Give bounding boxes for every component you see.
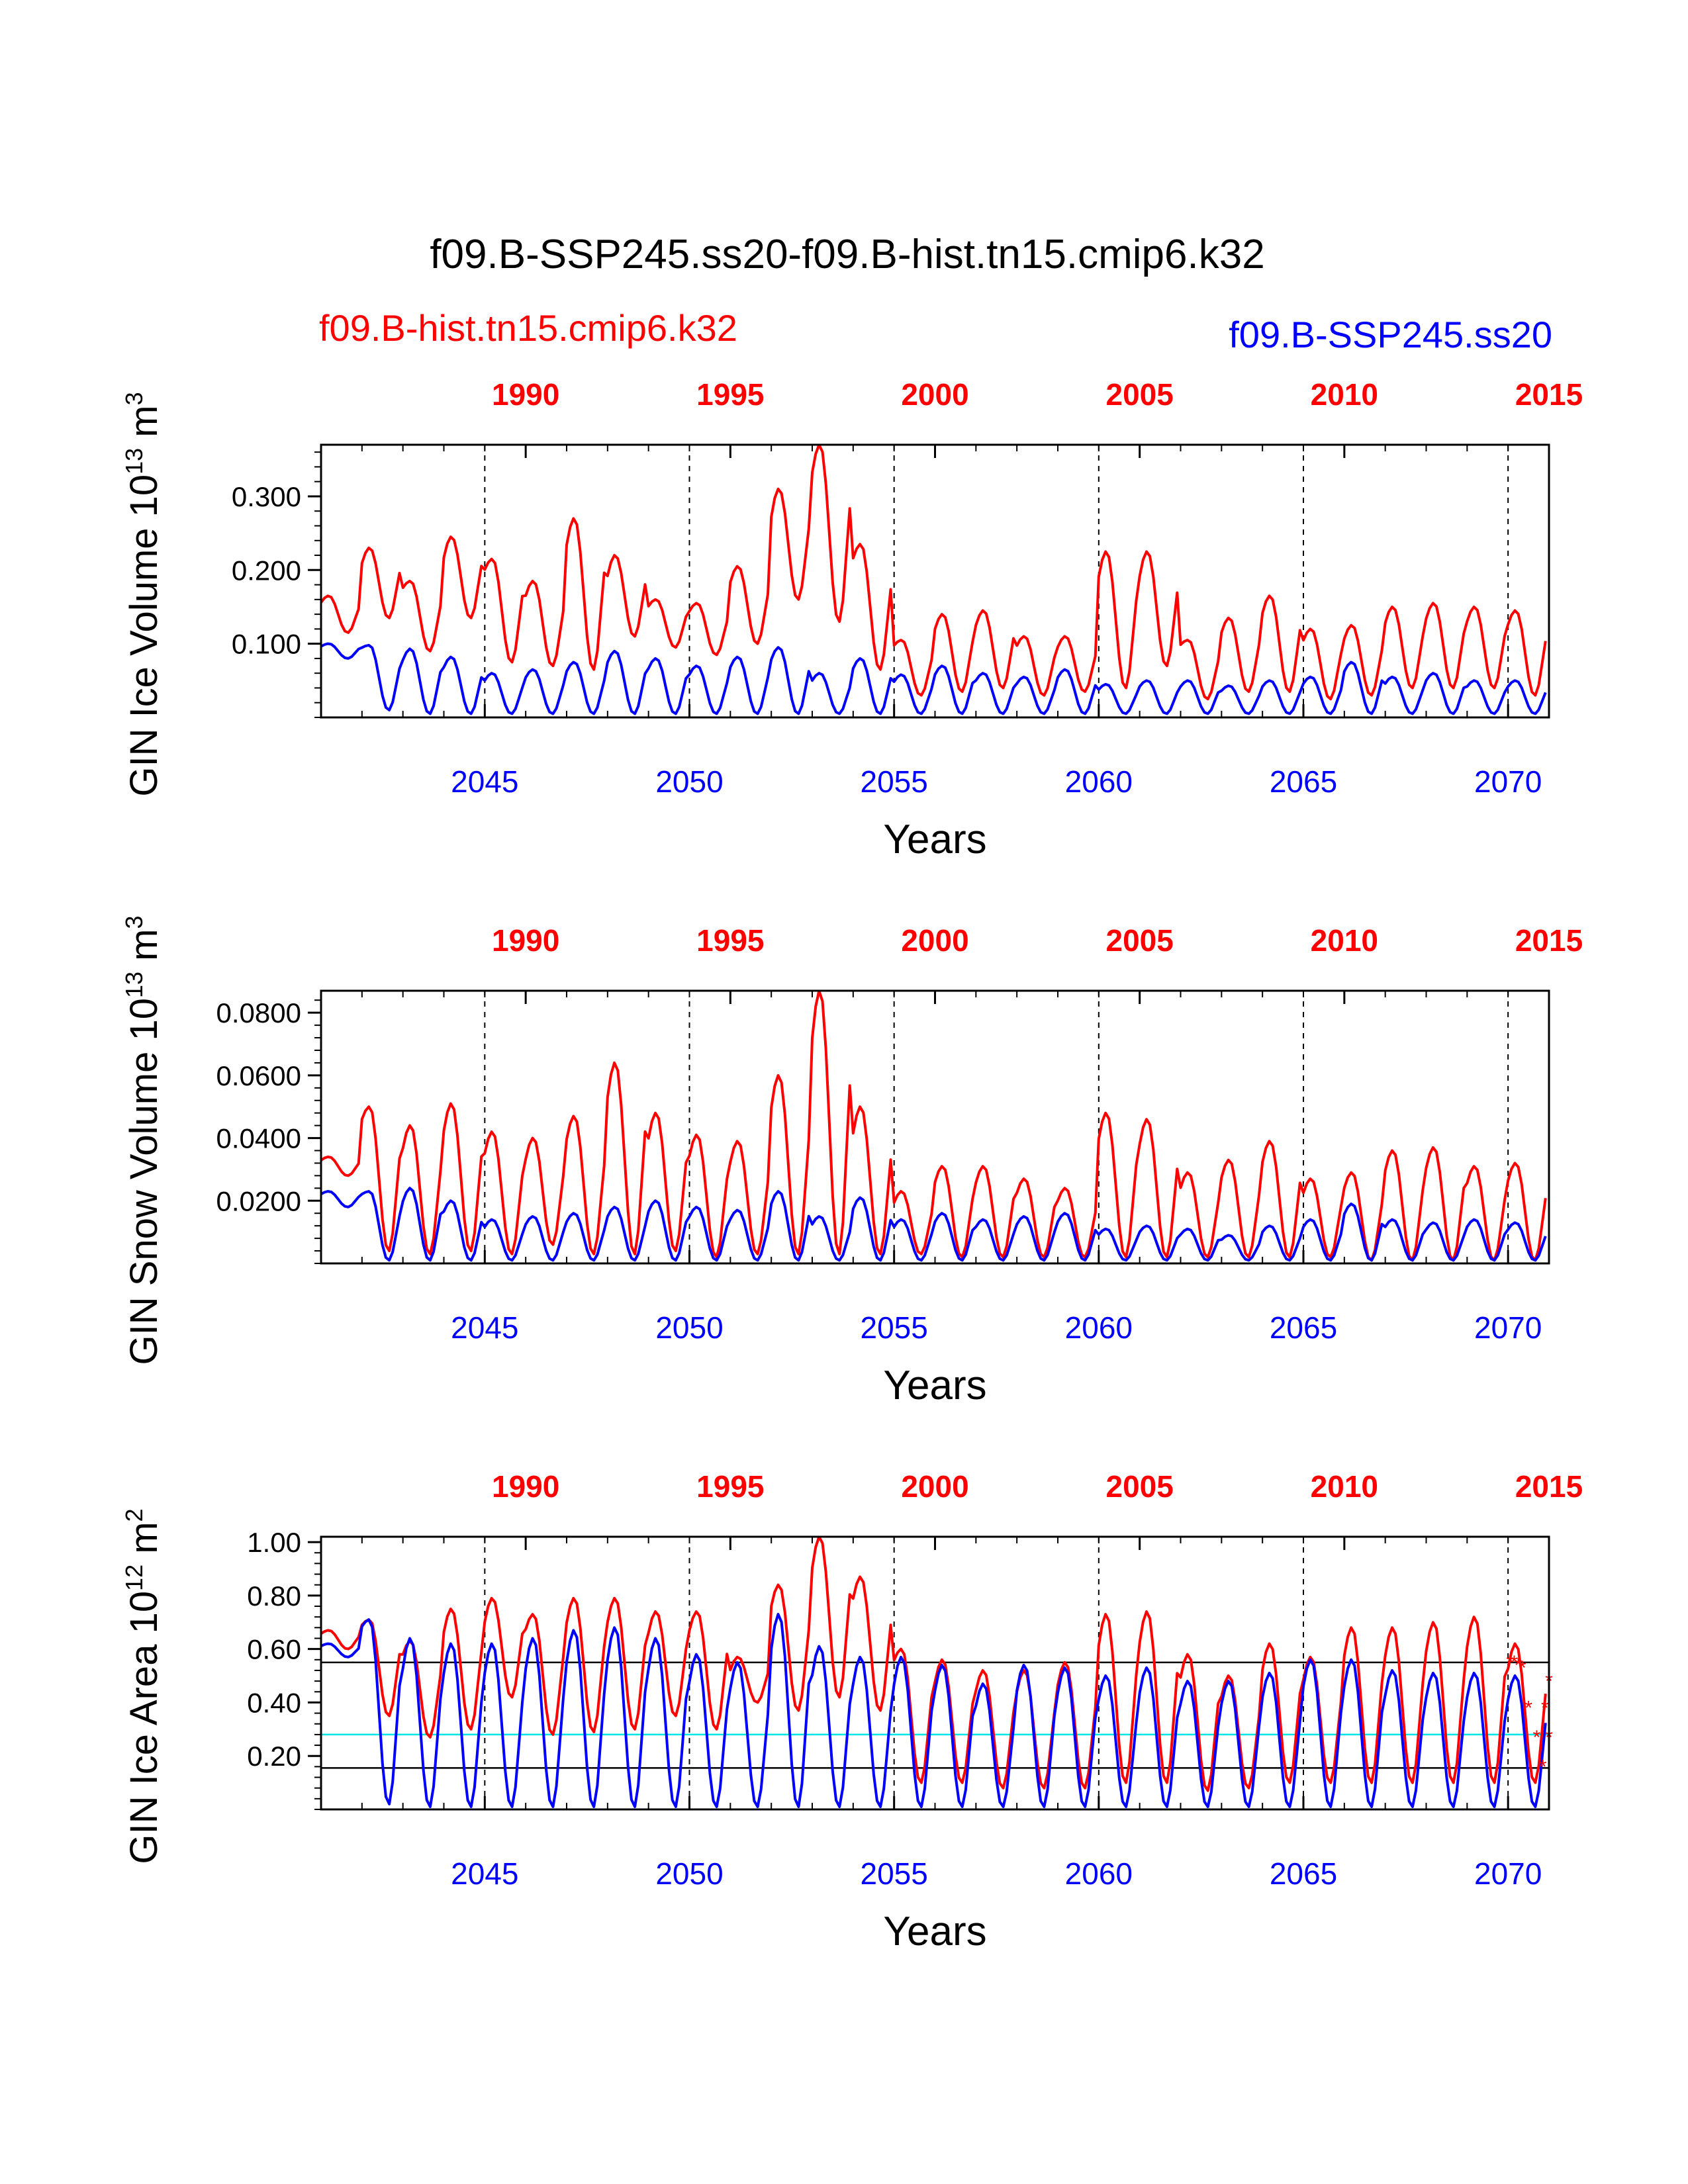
x-tick-label-bottom: 2065: [1270, 1310, 1337, 1345]
x-tick-label-top: 2015: [1515, 1469, 1583, 1504]
x-tick-label-top: 2015: [1515, 377, 1583, 412]
star-marker: *: [1511, 1652, 1519, 1674]
legend-label-hist: f09.B-hist.tn15.cmip6.k32: [319, 307, 737, 349]
figure-title: f09.B-SSP245.ss20-f09.B-hist.tn15.cmip6.…: [430, 232, 1264, 277]
x-tick-label-bottom: 2050: [655, 1310, 723, 1345]
panel-ice-volume: 0.100 0.200 0.300 2045 2050 2055 2060 2065 2070 1…: [120, 377, 1583, 862]
x-tick-label-bottom: 2055: [860, 764, 927, 799]
y-tick-label: 0.0200: [216, 1185, 301, 1216]
x-tick-label-top: 2000: [901, 377, 968, 412]
series-line-hist: [321, 991, 1547, 1262]
x-tick-label-bottom: 2060: [1065, 1856, 1133, 1891]
y-tick-label: 0.20: [247, 1741, 301, 1772]
y-tick-label: 0.0800: [216, 997, 301, 1028]
series-line-hist: [321, 445, 1547, 701]
y-tick-label: 0.0600: [216, 1060, 301, 1091]
y-label-exponent: 13: [120, 972, 148, 998]
series-line-ssp: [321, 1187, 1547, 1262]
x-tick-label-top: 1990: [492, 377, 559, 412]
y-label-unit: m: [122, 1522, 165, 1564]
x-tick-label-top: 1990: [492, 923, 559, 958]
y-label-unit: m: [122, 929, 165, 972]
star-marker: *: [1506, 1652, 1514, 1674]
y-tick-label: 1.00: [247, 1527, 301, 1558]
x-tick-label-bottom: 2060: [1065, 764, 1133, 799]
y-label-unit-exponent: 2: [120, 1508, 148, 1522]
y-tick-label: 0.40: [247, 1687, 301, 1718]
x-tick-label-bottom: 2050: [655, 764, 723, 799]
x-tick-label-bottom: 2050: [655, 1856, 723, 1891]
star-marker: *: [1539, 1756, 1547, 1778]
x-tick-label-top: 1995: [696, 923, 764, 958]
star-marker: *: [1519, 1657, 1526, 1679]
x-tick-label-top: 1995: [696, 1469, 764, 1504]
x-tick-label-top: 2000: [901, 923, 968, 958]
y-tick-label: 0.60: [247, 1634, 301, 1665]
star-marker: *: [1533, 1727, 1541, 1749]
y-label-main: GIN Snow Volume 10: [122, 998, 165, 1365]
x-tick-label-bottom: 2045: [451, 764, 518, 799]
x-tick-label-bottom: 2065: [1270, 1856, 1337, 1891]
y-tick-label: 0.80: [247, 1580, 301, 1612]
y-label-main: GIN Ice Volume 10: [122, 475, 165, 797]
x-tick-label-top: 2010: [1311, 377, 1378, 412]
star-marker: *: [1515, 1655, 1523, 1676]
y-label-unit-exponent: 3: [120, 915, 148, 929]
y-label-unit: m: [122, 405, 165, 447]
y-label-main: GIN Ice Area 10: [122, 1591, 165, 1864]
x-axis-label: Years: [883, 817, 986, 862]
y-tick-label: 0.0400: [216, 1123, 301, 1154]
y-axis-label: GIN Ice Volume 1013 m3: [120, 392, 165, 796]
x-tick-label-top: 2005: [1105, 1469, 1173, 1504]
x-tick-label-bottom: 2070: [1474, 1310, 1542, 1345]
y-label-exponent: 13: [120, 448, 148, 475]
y-tick-label: 0.100: [232, 629, 301, 660]
x-tick-label-bottom: 2065: [1270, 764, 1337, 799]
x-tick-label-top: 2005: [1105, 923, 1173, 958]
x-tick-label-top: 1990: [492, 1469, 559, 1504]
y-label-unit-exponent: 3: [120, 392, 148, 405]
x-tick-label-bottom: 2055: [860, 1310, 927, 1345]
star-marker: *: [1524, 1698, 1532, 1719]
x-tick-label-bottom: 2070: [1474, 764, 1542, 799]
legend-label-ssp: f09.B-SSP245.ss20: [1229, 314, 1552, 355]
x-tick-label-bottom: 2060: [1065, 1310, 1133, 1345]
x-axis-label: Years: [883, 1909, 986, 1954]
x-tick-label-top: 2005: [1105, 377, 1173, 412]
y-axis-label: GIN Snow Volume 1013 m3: [120, 915, 165, 1365]
x-tick-label-top: 1995: [696, 377, 764, 412]
x-tick-label-bottom: 2045: [451, 1856, 518, 1891]
x-tick-label-bottom: 2045: [451, 1310, 518, 1345]
y-label-exponent: 12: [120, 1565, 148, 1591]
y-axis-label: GIN Ice Area 1012 m2: [120, 1508, 165, 1864]
series-line-ssp: [321, 642, 1547, 715]
x-tick-label-bottom: 2070: [1474, 1856, 1542, 1891]
x-tick-label-top: 2010: [1311, 1469, 1378, 1504]
x-tick-label-top: 2015: [1515, 923, 1583, 958]
panel-snow-volume: 0.0200 0.0400 0.0600 0.0800 2045 2050 2055 2060…: [120, 915, 1583, 1408]
x-tick-label-top: 2010: [1311, 923, 1378, 958]
series-line-ssp: [321, 1613, 1547, 1808]
x-axis-label: Years: [883, 1363, 986, 1408]
y-tick-label: 0.300: [232, 481, 301, 512]
x-tick-label-bottom: 2055: [860, 1856, 927, 1891]
star-marker: *: [1541, 1698, 1549, 1719]
y-tick-label: 0.200: [232, 555, 301, 586]
x-tick-label-top: 2000: [901, 1469, 968, 1504]
series-line-hist: [321, 1537, 1547, 1792]
